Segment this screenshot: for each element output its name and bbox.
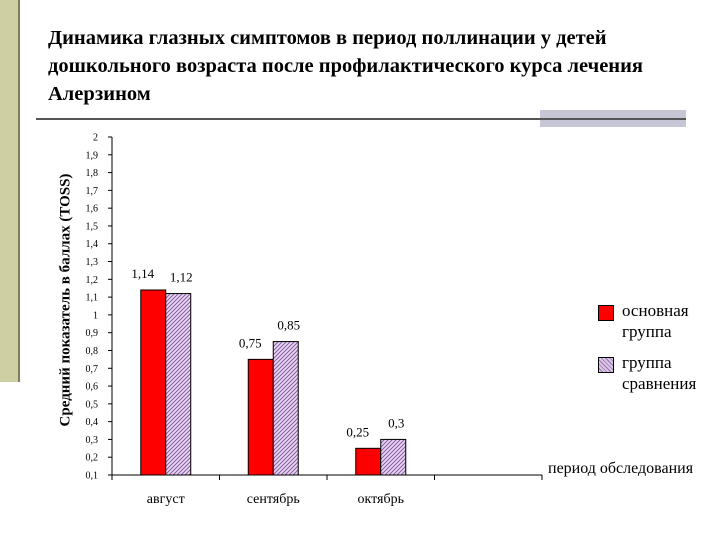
y-tick-label: 1,9 — [86, 150, 99, 161]
legend-item-main: основная группа — [598, 300, 720, 342]
legend-label-main: основная группа — [622, 301, 689, 341]
x-category-label: октябрь — [358, 492, 405, 507]
legend: основная группа группа сравнения — [598, 300, 720, 404]
y-tick-label: 1,7 — [86, 186, 99, 197]
y-tick-label: 1,2 — [86, 275, 99, 286]
legend-label-comparison: группа сравнения — [622, 353, 697, 393]
y-tick-label: 1,1 — [86, 293, 99, 304]
y-tick-label: 0,8 — [86, 346, 99, 357]
bar-value-label: 1,12 — [170, 270, 193, 285]
x-category-label: август — [147, 492, 185, 507]
bar-value-label: 0,85 — [277, 318, 300, 333]
y-tick-label: 0,5 — [86, 399, 99, 410]
y-tick-label: 0,6 — [86, 382, 99, 393]
x-category-label: сентябрь — [247, 492, 300, 507]
y-tick-label: 2 — [93, 133, 98, 144]
legend-swatch-comparison — [598, 357, 614, 373]
y-tick-label: 0,3 — [86, 435, 99, 446]
y-tick-label: 1,6 — [86, 204, 99, 215]
legend-swatch-main — [598, 305, 614, 321]
bar-main-group — [355, 447, 382, 476]
y-tick-label: 1 — [93, 310, 98, 321]
y-tick-label: 0,4 — [86, 417, 99, 428]
bar-comparison-group — [165, 293, 192, 476]
y-tick-label: 0,2 — [86, 453, 99, 464]
title-rule — [36, 118, 686, 120]
y-tick-label: 1,8 — [86, 168, 99, 179]
y-tick-label: 1,4 — [86, 239, 99, 250]
y-tick-label: 0,1 — [86, 471, 99, 482]
legend-item-comparison: группа сравнения — [598, 352, 720, 394]
bar-value-label: 0,25 — [346, 424, 369, 439]
bar-main-group — [140, 289, 167, 476]
slide-title: Динамика глазных симптомов в период полл… — [48, 27, 644, 105]
bar-comparison-group — [380, 438, 407, 476]
slide-side-bar-line — [18, 0, 20, 382]
bar-value-label: 0,75 — [239, 335, 262, 350]
slide-side-bar — [0, 0, 18, 382]
x-axis-title: период обследования — [548, 460, 694, 477]
y-tick-label: 0,7 — [86, 364, 99, 375]
y-tick-label: 1,5 — [86, 221, 99, 232]
y-tick-label: 1,3 — [86, 257, 99, 268]
bar-value-label: 0,3 — [388, 415, 404, 430]
bar-value-label: 1,14 — [131, 266, 154, 281]
bar-main-group — [247, 358, 274, 476]
bar-comparison-group — [272, 341, 299, 476]
y-tick-label: 0,9 — [86, 328, 99, 339]
